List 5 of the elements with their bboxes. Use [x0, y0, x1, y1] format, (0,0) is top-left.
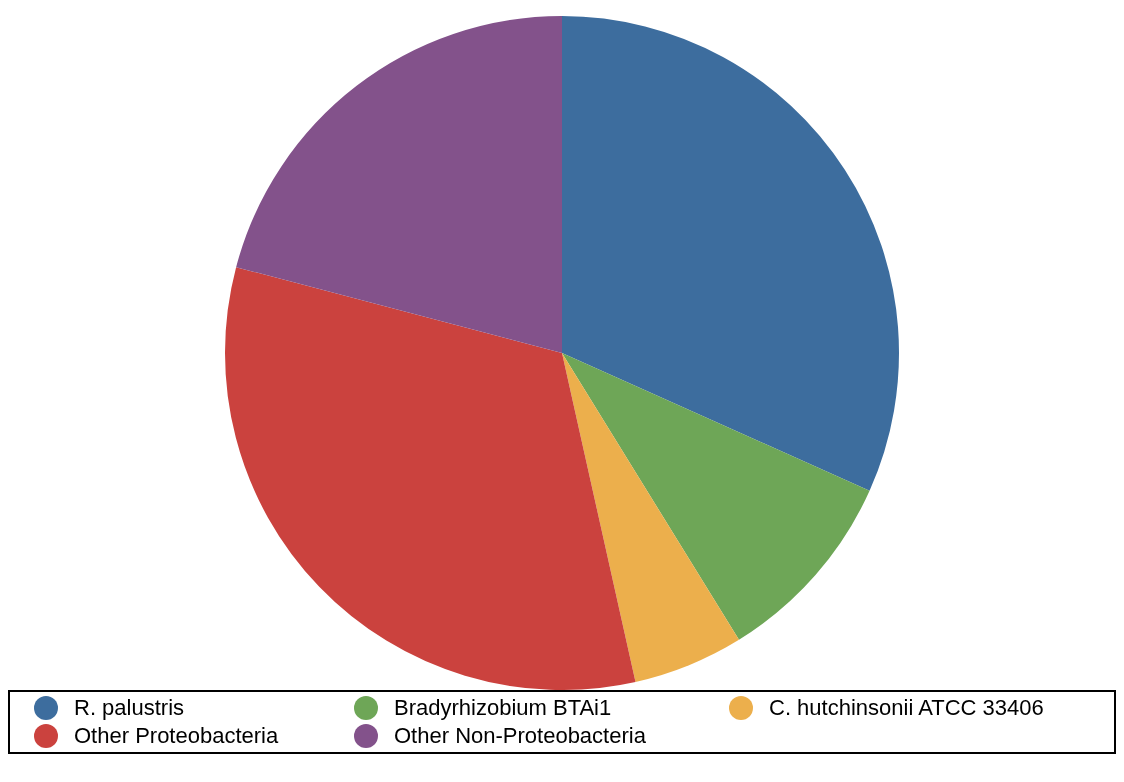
legend-label: Bradyrhizobium BTAi1 — [394, 694, 612, 722]
legend-label: R. palustris — [74, 694, 185, 722]
legend-label: Other Proteobacteria — [74, 722, 279, 750]
legend-label: C. hutchinsonii ATCC 33406 — [769, 694, 1044, 722]
legend-label: Other Non-Proteobacteria — [394, 722, 646, 750]
